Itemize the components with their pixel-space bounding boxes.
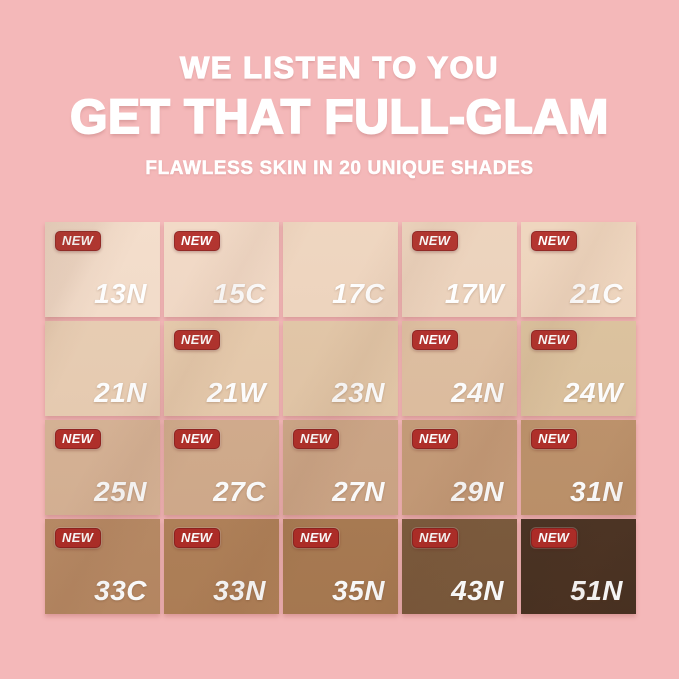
shade-swatch-27C: NEW 27C — [164, 420, 279, 515]
shade-swatch-43N: NEW 43N — [402, 519, 517, 614]
new-badge: NEW — [55, 231, 102, 251]
shade-swatch-51N: NEW 51N — [521, 519, 636, 614]
shade-code-label: 25N — [94, 476, 147, 507]
shade-code-label: 21N — [94, 377, 147, 408]
shade-code-label: 35N — [332, 575, 385, 606]
shade-code-label: 27N — [332, 476, 385, 507]
new-badge: NEW — [412, 429, 459, 449]
shade-code-label: 17W — [444, 278, 504, 309]
new-badge: NEW — [293, 429, 340, 449]
shade-swatch-21W: NEW 21W — [164, 321, 279, 416]
shade-code-label: 23N — [332, 377, 385, 408]
shade-swatch-29N: NEW 29N — [402, 420, 517, 515]
new-badge: NEW — [55, 528, 102, 548]
promo-header: WE LISTEN TO YOU GET THAT FULL-GLAM FLAW… — [0, 0, 679, 180]
new-badge: NEW — [412, 231, 459, 251]
new-badge: NEW — [412, 528, 459, 548]
shade-swatch-24W: NEW 24W — [521, 321, 636, 416]
shade-code-label: 21C — [570, 278, 623, 309]
shade-swatch-33N: NEW 33N — [164, 519, 279, 614]
shade-code-label: 31N — [570, 476, 623, 507]
shade-swatch-35N: NEW 35N — [283, 519, 398, 614]
shade-swatch-15C: NEW 15C — [164, 222, 279, 317]
shade-code-label: 24W — [563, 377, 623, 408]
shade-code-label: 27C — [213, 476, 266, 507]
shade-code-label: 51N — [570, 575, 623, 606]
shade-code-label: 43N — [451, 575, 504, 606]
shade-swatch-25N: NEW 25N — [45, 420, 160, 515]
shade-swatch-24N: NEW 24N — [402, 321, 517, 416]
new-badge: NEW — [531, 429, 578, 449]
new-badge: NEW — [55, 429, 102, 449]
header-title: GET THAT FULL-GLAM — [69, 90, 609, 145]
shade-code-label: 17C — [332, 278, 385, 309]
new-badge: NEW — [531, 231, 578, 251]
shade-swatch-17C: 17C — [283, 222, 398, 317]
new-badge: NEW — [174, 429, 221, 449]
shade-swatch-21C: NEW 21C — [521, 222, 636, 317]
new-badge: NEW — [531, 528, 578, 548]
shade-swatch-31N: NEW 31N — [521, 420, 636, 515]
shade-grid: NEW 13N NEW 15C 17C NEW 17W NEW 21C 21N NEW 21W 23N N… — [45, 222, 636, 614]
shade-code-label: 33N — [213, 575, 266, 606]
shade-swatch-23N: 23N — [283, 321, 398, 416]
shade-swatch-33C: NEW 33C — [45, 519, 160, 614]
shade-swatch-27N: NEW 27N — [283, 420, 398, 515]
shade-swatch-21N: 21N — [45, 321, 160, 416]
shade-code-label: 13N — [94, 278, 147, 309]
new-badge: NEW — [293, 528, 340, 548]
new-badge: NEW — [531, 330, 578, 350]
shade-code-label: 15C — [213, 278, 266, 309]
shade-swatch-17W: NEW 17W — [402, 222, 517, 317]
header-subtitle: FLAWLESS SKIN IN 20 UNIQUE SHADES — [145, 158, 534, 180]
shade-code-label: 21W — [206, 377, 266, 408]
new-badge: NEW — [412, 330, 459, 350]
shade-code-label: 24N — [451, 377, 504, 408]
shade-code-label: 33C — [94, 575, 147, 606]
shade-swatch-13N: NEW 13N — [45, 222, 160, 317]
shade-code-label: 29N — [451, 476, 504, 507]
header-tagline: WE LISTEN TO YOU — [179, 49, 500, 85]
new-badge: NEW — [174, 330, 221, 350]
new-badge: NEW — [174, 528, 221, 548]
new-badge: NEW — [174, 231, 221, 251]
